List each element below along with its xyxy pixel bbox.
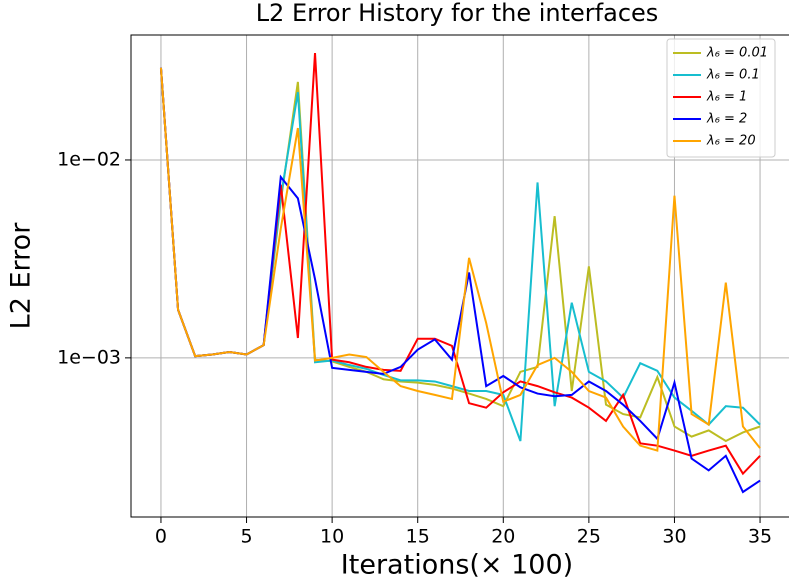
y-tick-label: 1e−03 (57, 346, 121, 368)
x-tick-label: 20 (491, 526, 515, 548)
legend-label: λ₆ = 1 (706, 90, 747, 105)
legend-label: λ₆ = 0.1 (706, 68, 760, 83)
x-tick-label: 35 (748, 526, 772, 548)
y-axis-label: L2 Error (6, 222, 37, 330)
x-tick-label: 15 (406, 526, 430, 548)
chart-title: L2 Error History for the interfaces (256, 0, 659, 27)
plot-frame (130, 34, 789, 518)
x-tick-label: 30 (662, 526, 686, 548)
x-tick-label: 10 (320, 526, 344, 548)
legend-box (666, 38, 776, 158)
legend-label: λ₆ = 20 (706, 134, 756, 149)
legend-label: λ₆ = 2 (706, 112, 747, 127)
x-axis-label: Iterations(× 100) (341, 550, 573, 581)
x-tick-label: 0 (155, 526, 167, 548)
x-tick-label: 5 (240, 526, 252, 548)
y-tick-label: 1e−02 (57, 148, 121, 170)
x-tick-label: 25 (577, 526, 601, 548)
legend-label: λ₆ = 0.01 (706, 46, 768, 61)
series-line (159, 67, 761, 452)
